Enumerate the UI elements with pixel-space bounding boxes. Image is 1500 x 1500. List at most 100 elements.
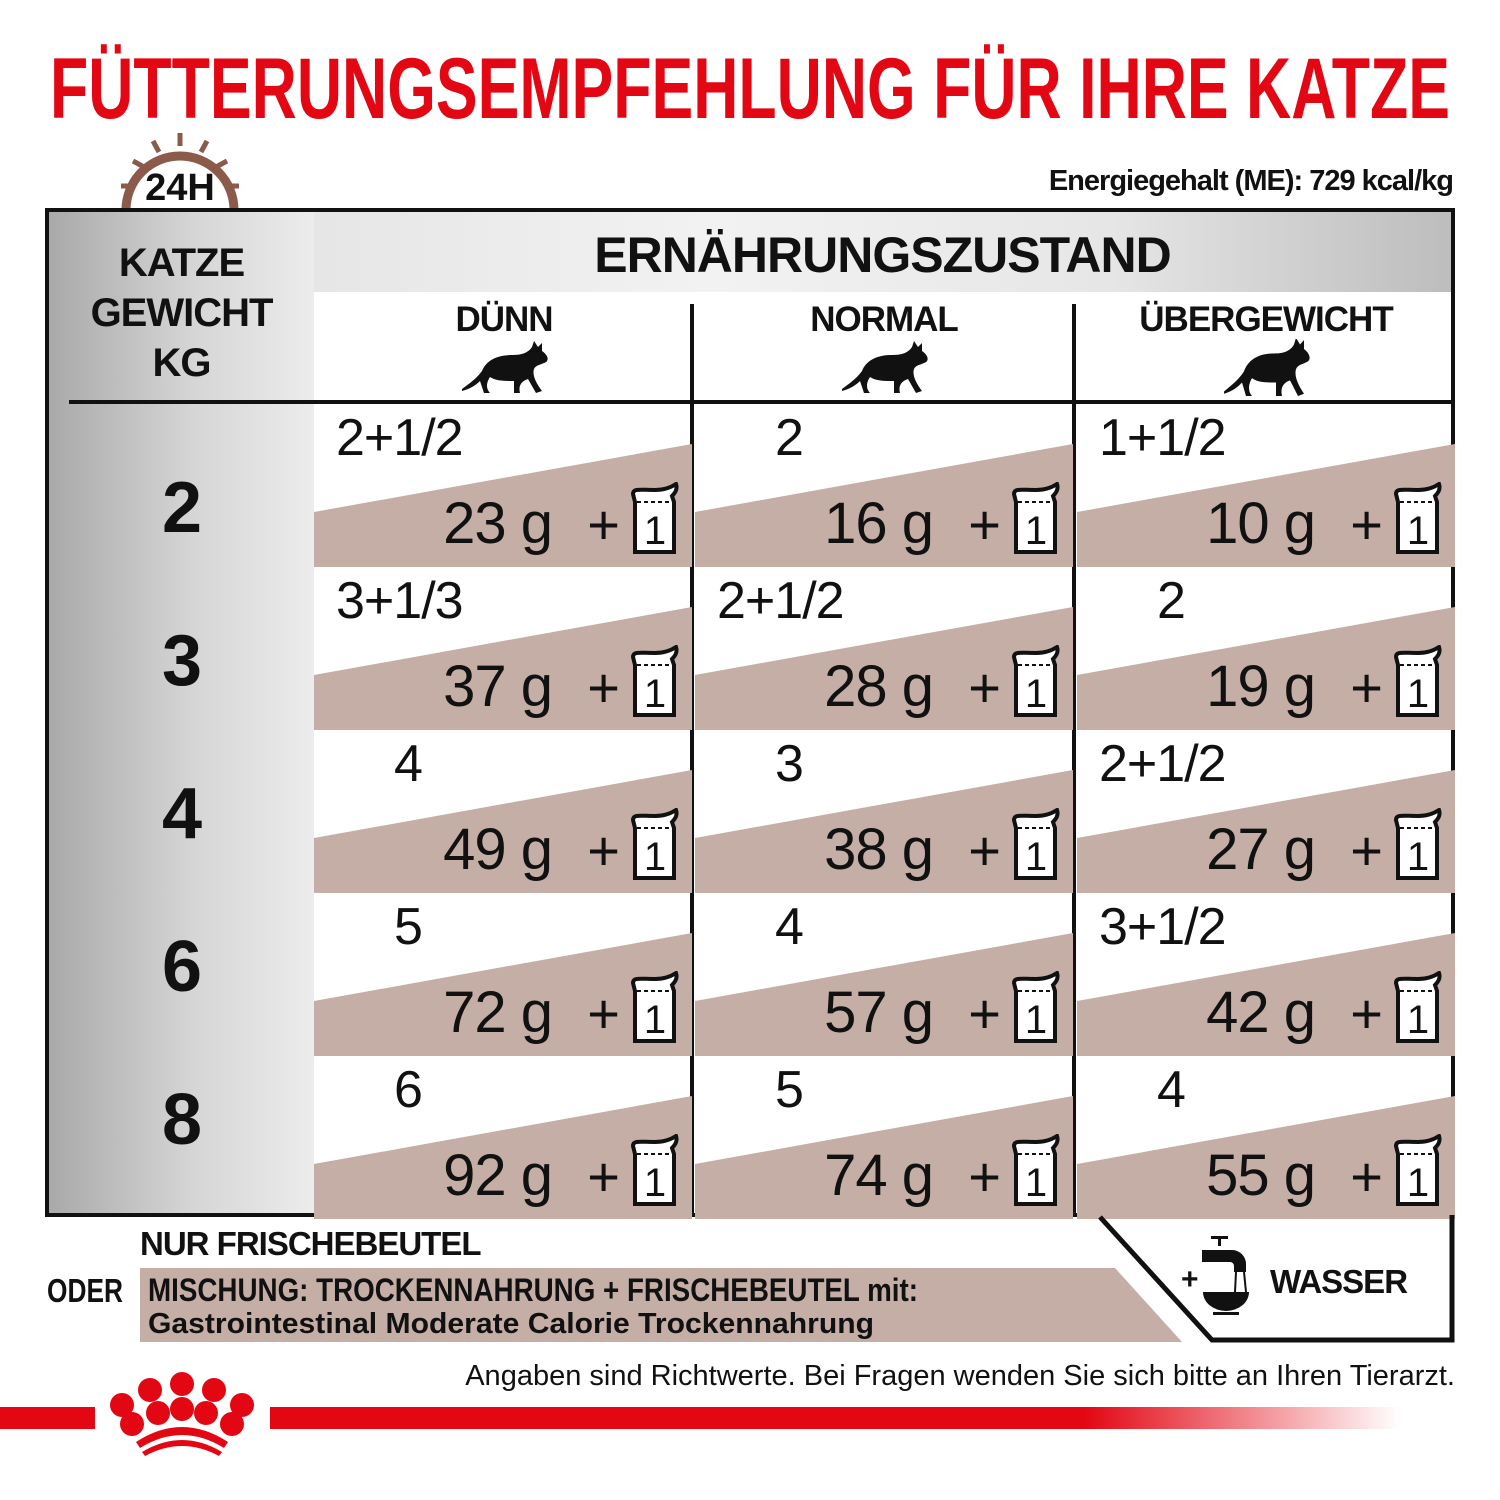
plus-sign: + xyxy=(587,982,620,1045)
dry-food-grams: 27 g xyxy=(1206,817,1316,882)
or-label: ODER xyxy=(47,1272,123,1309)
svg-text:1: 1 xyxy=(1407,1161,1429,1205)
pouch-count: 3 xyxy=(775,735,804,793)
svg-text:1: 1 xyxy=(1407,509,1429,553)
plus-sign: + xyxy=(1350,982,1383,1045)
feeding-cell: 5 72 g +1 xyxy=(314,893,692,1056)
band-shape xyxy=(314,770,692,893)
svg-text:1: 1 xyxy=(644,1161,666,1205)
band-shape xyxy=(314,933,692,1056)
cat-silhouette-icon xyxy=(314,339,694,402)
pouch-icon: 1 xyxy=(1393,808,1442,880)
plus-sign: + xyxy=(1350,819,1383,882)
feeding-cell: 3+1/3 37 g +1 xyxy=(314,567,692,730)
pouch-icon: 1 xyxy=(1393,1134,1442,1206)
band-shape xyxy=(695,444,1073,567)
header-divider xyxy=(69,400,1451,404)
svg-text:1: 1 xyxy=(1025,998,1047,1042)
dry-food-grams: 55 g xyxy=(1206,1143,1316,1208)
energy-content: Energiegehalt (ME): 729 kcal/kg xyxy=(1048,165,1454,197)
plus-sign: + xyxy=(1350,1145,1383,1208)
pouch-count: 3+1/3 xyxy=(336,572,464,630)
pouch-count: 4 xyxy=(775,898,804,956)
pouch-count: 4 xyxy=(394,735,423,793)
pouch-count: 6 xyxy=(394,1061,423,1119)
pouch-count: 3+1/2 xyxy=(1099,898,1227,956)
band-shape xyxy=(1077,1096,1455,1219)
pouch-icon: 1 xyxy=(1011,971,1060,1043)
dry-food-grams: 38 g xyxy=(824,817,934,882)
pouch-count: 2+1/2 xyxy=(1099,735,1227,793)
pouch-icon: 1 xyxy=(1393,971,1442,1043)
pouch-icon: 1 xyxy=(1011,1134,1060,1206)
weight-value: 3 xyxy=(161,621,202,701)
plus-sign: + xyxy=(968,1145,1001,1208)
faucet-bowl-icon xyxy=(1202,1236,1249,1315)
svg-text:1: 1 xyxy=(644,509,666,553)
band-shape xyxy=(695,933,1073,1056)
pouch-icon: 1 xyxy=(630,482,679,554)
red-stripe-left xyxy=(0,1407,95,1429)
band-shape xyxy=(1077,933,1455,1056)
only-pouch-label: NUR FRISCHEBEUTEL xyxy=(140,1225,482,1262)
dry-food-grams: 92 g xyxy=(443,1143,553,1208)
pouch-icon: 1 xyxy=(630,1134,679,1206)
dry-food-grams: 42 g xyxy=(1206,980,1316,1045)
band-shape xyxy=(314,1096,692,1219)
svg-text:1: 1 xyxy=(1025,835,1047,879)
band-shape xyxy=(314,607,692,730)
pouch-icon: 1 xyxy=(630,971,679,1043)
svg-text:1: 1 xyxy=(644,835,666,879)
weight-value: 6 xyxy=(161,927,202,1007)
dry-food-grams: 16 g xyxy=(824,491,934,556)
header-band xyxy=(314,212,1451,292)
cat-silhouette-icon xyxy=(694,339,1074,402)
pouch-count: 1+1/2 xyxy=(1099,409,1227,467)
plus-sign: + xyxy=(587,819,620,882)
feeding-cell: 2+1/2 27 g +1 xyxy=(1077,730,1455,893)
weight-value: 8 xyxy=(161,1080,202,1160)
feeding-cell: 2 19 g +1 xyxy=(1077,567,1455,730)
feeding-table: ERNÄHRUNGSZUSTAND KATZE GEWICHT KG DÜNN N… xyxy=(45,208,1456,1219)
feeding-cell: 4 57 g +1 xyxy=(695,893,1073,1056)
svg-text:1: 1 xyxy=(644,672,666,716)
pouch-count: 2 xyxy=(775,409,804,467)
pouch-icon: 1 xyxy=(630,808,679,880)
group-header: ERNÄHRUNGSZUSTAND xyxy=(594,227,1172,283)
pouch-count: 2 xyxy=(1157,572,1186,630)
svg-text:1: 1 xyxy=(1407,835,1429,879)
clock-24h-icon: 24H xyxy=(121,133,239,211)
cat-silhouette-icon xyxy=(1076,337,1456,402)
svg-text:1: 1 xyxy=(1025,672,1047,716)
column-header: ÜBERGEWICHT xyxy=(1139,300,1393,339)
feeding-cell: 1+1/2 10 g +1 xyxy=(1077,404,1455,567)
svg-text:1: 1 xyxy=(1407,998,1429,1042)
pouch-count: 4 xyxy=(1157,1061,1186,1119)
column-divider xyxy=(690,304,694,1214)
band-shape xyxy=(314,444,692,567)
mix-label: MISCHUNG: TROCKENNAHRUNG + FRISCHEBEUTEL… xyxy=(148,1272,918,1308)
plus-sign: + xyxy=(968,819,1001,882)
weight-header: KATZE GEWICHT KG xyxy=(49,238,314,388)
band-shape xyxy=(695,770,1073,893)
svg-text:1: 1 xyxy=(1407,672,1429,716)
dry-food-label: Gastrointestinal Moderate Calorie Trocke… xyxy=(148,1308,874,1340)
dry-food-grams: 72 g xyxy=(443,980,553,1045)
weight-value: 2 xyxy=(161,468,202,548)
feeding-cell: 4 55 g +1 xyxy=(1077,1056,1455,1219)
pouch-icon: 1 xyxy=(1011,808,1060,880)
plus-sign: + xyxy=(968,982,1001,1045)
feeding-cell: 4 49 g +1 xyxy=(314,730,692,893)
svg-text:1: 1 xyxy=(644,998,666,1042)
pouch-count: 5 xyxy=(775,1061,804,1119)
band-shape xyxy=(695,607,1073,730)
pouch-icon: 1 xyxy=(1393,645,1442,717)
weight-header-line: GEWICHT xyxy=(90,291,274,335)
pouch-icon: 1 xyxy=(1011,645,1060,717)
footnote: Angaben sind Richtwerte. Bei Fragen wend… xyxy=(465,1360,1455,1392)
page-title: FÜTTERUNGSEMPFEHLUNG FÜR IHRE KATZE xyxy=(50,41,1450,137)
dry-food-grams: 74 g xyxy=(824,1143,934,1208)
feeding-cell: 3+1/2 42 g +1 xyxy=(1077,893,1455,1056)
pouch-count: 5 xyxy=(394,898,423,956)
pouch-icon: 1 xyxy=(1011,482,1060,554)
